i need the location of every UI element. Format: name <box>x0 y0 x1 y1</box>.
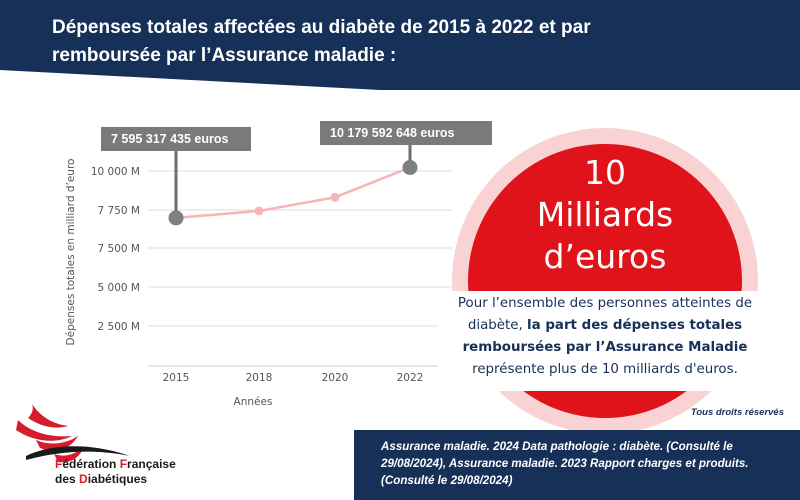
data-point-2018 <box>254 206 264 216</box>
description-bold: la part des dépenses totales remboursées… <box>462 318 748 355</box>
description-panel <box>438 291 772 391</box>
series-line <box>175 166 411 220</box>
source-panel <box>354 430 800 500</box>
y-tick-label: 7 750 M <box>98 205 140 217</box>
header-banner <box>0 0 800 90</box>
x-tick-label: 2018 <box>246 372 273 384</box>
data-point-2015 <box>168 210 184 226</box>
y-tick-label: 7 500 M <box>98 243 140 255</box>
ffd-logo-icon <box>16 404 130 463</box>
highlight-figure: 10 Milliards d’euros <box>468 152 742 278</box>
x-axis-title: Années <box>234 396 273 408</box>
description-text: Pour l’ensemble des personnes atteintes … <box>438 293 772 381</box>
callout-2015: 7 595 317 435 euros <box>101 127 251 151</box>
callout-2022: 10 179 592 648 euros <box>320 121 492 145</box>
x-tick-label: 2020 <box>322 372 349 384</box>
y-tick-label: 5 000 M <box>98 282 140 294</box>
y-tick-label: 10 000 M <box>91 166 140 178</box>
highlight-unit-line-2: d’euros <box>543 237 667 276</box>
highlight-number: 10 <box>584 153 626 192</box>
page-title: Dépenses totales affectées au diabète de… <box>52 14 702 70</box>
y-tick-label: 2 500 M <box>98 321 140 333</box>
source-text: Assurance maladie. 2024 Data pathologie … <box>381 440 749 487</box>
x-tick-label: 2022 <box>397 372 424 384</box>
x-tick-label: 2015 <box>163 372 190 384</box>
data-point-2020 <box>330 192 340 202</box>
rights-notice: Tous droits réservés <box>690 407 784 418</box>
data-point-2022 <box>402 159 418 175</box>
y-axis-title: Dépenses totales en milliard d’euro <box>65 159 77 346</box>
page-title-line-1: Dépenses totales affectées au diabète de… <box>52 17 591 38</box>
highlight-unit-line-1: Milliards <box>536 195 674 234</box>
description-part-1: Pour l’ensemble des personnes atteintes … <box>457 296 753 333</box>
description-part-2: représente plus de 10 milliards d'euros. <box>472 362 738 377</box>
logo-text: Fédération Française des Diabétiques <box>55 457 176 486</box>
page-title-line-2: remboursée par l’Assurance maladie : <box>52 45 397 66</box>
